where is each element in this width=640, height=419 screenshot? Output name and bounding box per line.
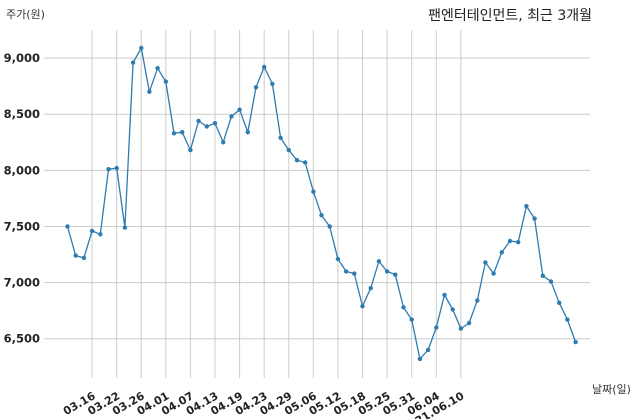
data-point xyxy=(475,298,480,303)
data-point xyxy=(417,356,423,362)
data-point xyxy=(106,167,111,172)
data-point xyxy=(532,216,537,221)
data-point xyxy=(343,269,349,274)
chart-title: 팬엔터테인먼트, 최근 3개월 xyxy=(428,8,592,24)
data-point xyxy=(311,189,316,194)
data-point xyxy=(147,89,152,94)
data-point xyxy=(294,158,300,163)
data-point xyxy=(196,118,201,124)
data-point xyxy=(335,256,341,262)
data-point xyxy=(499,250,504,255)
data-point xyxy=(360,304,365,309)
data-point xyxy=(458,326,464,331)
data-point xyxy=(516,240,521,245)
data-point xyxy=(180,130,185,135)
data-point xyxy=(163,79,168,84)
data-point xyxy=(122,225,128,230)
data-point xyxy=(303,160,308,165)
data-point xyxy=(466,320,472,326)
data-point xyxy=(483,260,488,265)
data-point xyxy=(491,271,496,276)
data-point xyxy=(434,325,439,330)
y-tick-label: 8,000 xyxy=(4,163,40,177)
y-tick-label: 8,500 xyxy=(4,107,40,121)
data-point xyxy=(393,272,398,277)
series-line xyxy=(66,46,577,361)
data-point xyxy=(565,317,570,322)
data-point xyxy=(425,347,431,353)
data-point xyxy=(450,307,455,312)
data-point xyxy=(139,45,144,51)
data-point xyxy=(557,300,562,305)
data-point xyxy=(384,269,390,274)
data-point xyxy=(442,292,447,298)
data-point xyxy=(130,60,136,65)
x-axis-label: 날짜(일) xyxy=(592,382,631,396)
data-point xyxy=(368,286,373,291)
data-point xyxy=(401,305,406,310)
data-point xyxy=(155,66,160,71)
data-point xyxy=(327,224,332,229)
data-point xyxy=(524,204,529,209)
data-point xyxy=(286,147,291,153)
data-point xyxy=(73,253,78,258)
data-point xyxy=(171,131,177,136)
y-tick-label: 7,000 xyxy=(4,276,40,290)
data-point xyxy=(237,107,242,112)
y-axis-ticks: 6,500 7,000 7,500 8,000 8,500 9,000 xyxy=(4,51,40,346)
data-point xyxy=(245,130,250,135)
data-point xyxy=(221,140,226,145)
data-point xyxy=(81,255,87,261)
y-axis-label: 주가(원) xyxy=(6,8,45,21)
data-point xyxy=(229,114,234,119)
y-tick-label: 7,500 xyxy=(4,219,40,233)
data-point xyxy=(319,213,324,218)
data-point xyxy=(253,85,259,90)
data-point xyxy=(278,135,283,140)
data-point xyxy=(376,259,382,264)
data-point xyxy=(204,124,209,129)
data-point xyxy=(270,81,275,87)
data-point xyxy=(212,121,218,126)
data-point xyxy=(188,147,193,153)
data-point xyxy=(540,273,545,278)
data-point xyxy=(573,339,578,345)
y-tick-label: 9,000 xyxy=(4,51,40,65)
x-axis-ticks: 03.1603.2203.2604.0104.0704.1304.1904.23… xyxy=(61,389,467,419)
data-point xyxy=(409,317,414,322)
y-tick-label: 6,500 xyxy=(4,332,40,346)
data-point xyxy=(65,224,70,229)
data-point xyxy=(507,238,513,244)
data-point xyxy=(548,279,554,284)
data-point xyxy=(89,228,95,234)
data-point xyxy=(352,271,357,276)
data-point xyxy=(114,165,119,171)
data-point xyxy=(98,232,103,237)
data-point xyxy=(262,64,267,70)
series-points xyxy=(65,45,578,362)
